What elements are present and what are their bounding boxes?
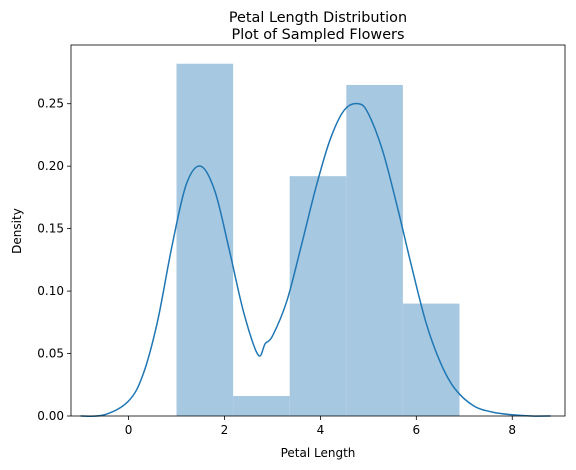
histogram-bar-4 [402, 303, 460, 416]
chart-title-line-1: Petal Length Distribution [229, 10, 407, 26]
y-axis-ticks: 0.00 0.05 0.10 0.15 0.20 0.25 [37, 97, 71, 423]
kde-curve [80, 102, 551, 417]
x-tick-label: 8 [508, 423, 516, 437]
x-tick-label: 4 [317, 423, 325, 437]
x-axis-label: Petal Length [281, 446, 356, 460]
histogram-bar-2 [289, 176, 347, 416]
x-axis-ticks: 0 2 4 6 8 [125, 416, 516, 437]
x-tick-label: 0 [125, 423, 133, 437]
histogram-bar-3 [346, 84, 403, 417]
y-tick-label: 0.00 [37, 409, 64, 423]
chart-title-line-2: Plot of Sampled Flowers [232, 27, 405, 43]
kde-line [80, 102, 551, 417]
y-tick-label: 0.25 [37, 97, 64, 111]
y-tick-label: 0.10 [37, 284, 64, 298]
x-tick-label: 6 [413, 423, 421, 437]
histogram-bar-1 [233, 396, 290, 416]
y-tick-label: 0.15 [37, 222, 64, 236]
x-tick-label: 2 [221, 423, 229, 437]
y-tick-label: 0.05 [37, 347, 64, 361]
histogram-bar-0 [176, 63, 234, 417]
plot-area-frame [70, 44, 566, 417]
y-axis-label: Density [10, 208, 24, 254]
histogram-bars [176, 63, 460, 417]
y-tick-label: 0.20 [37, 159, 64, 173]
